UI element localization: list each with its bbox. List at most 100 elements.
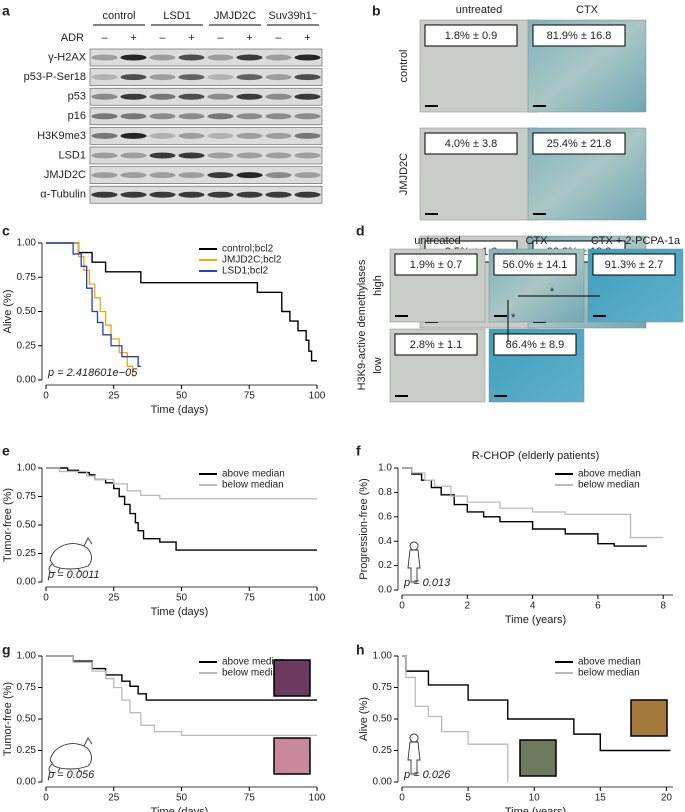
blot-band xyxy=(236,132,263,139)
blot-band xyxy=(178,113,205,120)
legend-label: above median xyxy=(222,469,285,480)
survival-curve xyxy=(46,467,317,551)
x-tick-label: 50 xyxy=(176,793,188,804)
row-label: low xyxy=(372,357,384,374)
legend-label: JMJD2C;bcl2 xyxy=(222,255,282,266)
x-axis-label: Time (days) xyxy=(151,806,209,812)
blot-band xyxy=(294,132,321,139)
blot-band xyxy=(149,54,176,61)
survival-curve xyxy=(402,467,664,539)
x-tick-label: 100 xyxy=(309,593,326,604)
blot-band xyxy=(265,191,292,198)
blot-band xyxy=(265,132,292,139)
legend-label: above median xyxy=(578,657,641,668)
y-tick-label: 0.00 xyxy=(17,577,37,588)
blot-band xyxy=(236,113,263,120)
y-tick-label: 0.75 xyxy=(17,272,37,283)
blot-band xyxy=(91,113,118,120)
blot-band xyxy=(120,113,147,120)
panel-letter: d xyxy=(356,223,365,239)
y-axis-label: Tumor-free (%) xyxy=(2,682,14,756)
p-value: p = 0.0011 xyxy=(47,569,99,581)
y-tick-label: 0.25 xyxy=(17,548,37,559)
blot-band xyxy=(120,191,147,198)
chart-title: R-CHOP (elderly patients) xyxy=(472,450,600,462)
blot-band xyxy=(149,93,176,100)
row-label: LSD1 xyxy=(58,149,86,161)
mouse-icon xyxy=(48,737,93,773)
blot-band xyxy=(149,74,176,81)
legend-label: below median xyxy=(222,668,284,679)
blot-band xyxy=(149,191,176,198)
y-tick-label: 0.25 xyxy=(373,745,393,756)
p-value: p = 0.013 xyxy=(403,577,451,589)
x-tick-label: 25 xyxy=(108,391,120,402)
x-axis-label: Time (days) xyxy=(151,606,209,618)
panel-letter: c xyxy=(2,223,10,239)
p-value: p = 0.056 xyxy=(47,769,95,781)
blot-band xyxy=(120,172,147,179)
blot-band xyxy=(265,113,292,120)
value-box xyxy=(424,24,518,47)
y-tick-label: 0.25 xyxy=(17,340,37,351)
value-label: 2.8% ± 1.1 xyxy=(410,339,463,351)
y-tick-label: 0.8 xyxy=(378,487,392,498)
survival-curve xyxy=(402,655,509,782)
y-tick-label: 0.50 xyxy=(17,306,37,317)
blot-strip xyxy=(89,146,323,165)
blot-band xyxy=(265,152,292,159)
blot-band xyxy=(178,74,205,81)
ihc-inset xyxy=(273,737,311,775)
blot-band xyxy=(120,152,147,159)
blot-band xyxy=(178,132,205,139)
treatment-sign: – xyxy=(101,32,108,44)
blot-band xyxy=(91,191,118,198)
x-tick-label: 2 xyxy=(465,601,471,612)
significance-mark: * xyxy=(550,286,555,298)
treatment-sign: – xyxy=(275,32,282,44)
human-outline xyxy=(407,733,421,775)
legend-label: below median xyxy=(222,480,284,491)
group-label: control xyxy=(102,10,135,22)
value-box xyxy=(592,253,676,276)
blot-strip xyxy=(89,127,323,145)
blot-band xyxy=(120,74,147,81)
x-tick-label: 10 xyxy=(529,793,541,804)
treatment-sign: – xyxy=(159,32,166,44)
survival-curve xyxy=(46,242,136,377)
y-tick-label: 0.00 xyxy=(17,777,37,788)
blot-band xyxy=(120,132,147,139)
column-header: CTX xyxy=(526,235,549,247)
row-label: H3K9me3 xyxy=(37,130,86,142)
value-label: 25.4% ± 21.8 xyxy=(547,138,612,150)
y-tick-label: 0.50 xyxy=(373,714,393,725)
x-tick-label: 20 xyxy=(661,793,673,804)
value-label: 91.3% ± 2.7 xyxy=(605,259,664,271)
legend-label: above median xyxy=(578,469,641,480)
p-value: p = 0.026 xyxy=(403,769,451,781)
significance-mark: * xyxy=(511,312,516,324)
x-tick-label: 6 xyxy=(595,601,601,612)
x-tick-label: 0 xyxy=(399,601,405,612)
y-tick-label: 0.50 xyxy=(17,714,37,725)
y-tick-label: 0.00 xyxy=(17,375,37,386)
treatment-label: ADR xyxy=(61,32,84,44)
value-box xyxy=(394,253,478,276)
blot-band xyxy=(207,74,234,81)
blot-band xyxy=(178,54,205,61)
y-tick-label: 1.00 xyxy=(17,238,37,249)
panel-letter: b xyxy=(372,3,381,19)
value-box xyxy=(424,132,518,155)
row-label: JMJD2C xyxy=(398,153,410,195)
blot-band xyxy=(120,54,147,61)
y-tick-label: 0.00 xyxy=(373,777,393,788)
blot-band xyxy=(178,152,205,159)
blot-band xyxy=(294,191,321,198)
group-label: JMJD2C xyxy=(214,10,256,22)
y-axis-label: Alive (%) xyxy=(358,697,370,741)
y-axis-label: Alive (%) xyxy=(2,289,14,333)
y-tick-label: 0.25 xyxy=(17,745,37,756)
legend-label: control;bcl2 xyxy=(222,244,274,255)
blot-band xyxy=(207,93,234,100)
blot-band xyxy=(178,191,205,198)
